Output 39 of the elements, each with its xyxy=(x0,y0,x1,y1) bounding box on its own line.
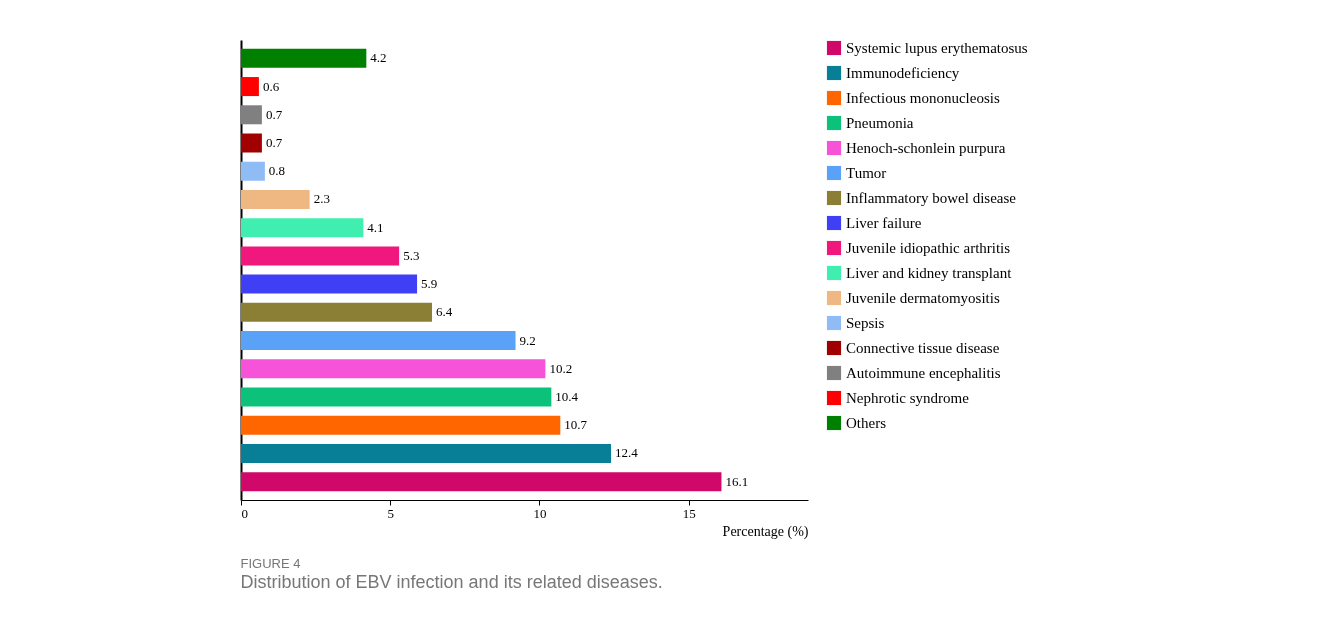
x-tick-label: 5 xyxy=(387,505,394,521)
data-label: 10.2 xyxy=(549,360,573,376)
legend-label: Connective tissue disease xyxy=(846,340,1000,356)
text: Distribution of EBV infection and its related diseases. xyxy=(240,572,663,592)
x-tick-label: 15 xyxy=(682,505,696,521)
legend-label: Others xyxy=(846,415,887,431)
data-label: 0.7 xyxy=(265,135,283,151)
data-label: 5.9 xyxy=(421,276,438,292)
legend-label: Henoch-schonlein purpura xyxy=(846,140,1006,156)
data-label: 6.4 xyxy=(435,304,453,320)
data-label: 9.2 xyxy=(519,332,536,348)
data-label: 2.3 xyxy=(313,191,330,207)
x-axis-title: Percentage (%) xyxy=(722,523,809,540)
legend-label: Juvenile idiopathic arthritis xyxy=(846,240,1011,256)
legend-label: Sepsis xyxy=(846,315,885,331)
legend-label: Immunodeficiency xyxy=(846,65,960,81)
x-tick-label: 10 xyxy=(533,505,547,521)
legend-label: Systemic lupus erythematosus xyxy=(846,40,1028,56)
data-label: 0.8 xyxy=(268,163,286,179)
legend-label: Autoimmune encephalitis xyxy=(846,365,1001,381)
data-label: 0.7 xyxy=(265,106,283,122)
data-label: 12.4 xyxy=(615,445,639,461)
data-label: 10.4 xyxy=(555,388,579,404)
legend-label: Juvenile dermatomyositis xyxy=(846,290,1000,306)
data-label: 4.1 xyxy=(367,219,384,235)
data-label: 10.7 xyxy=(564,417,588,433)
legend-label: Tumor xyxy=(846,165,887,181)
data-label: 0.6 xyxy=(262,78,280,94)
legend-label: Inflammatory bowel disease xyxy=(846,190,1017,206)
legend-label: Liver failure xyxy=(846,215,922,231)
data-label: 16.1 xyxy=(725,473,749,489)
data-label: 4.2 xyxy=(370,50,387,66)
legend-label: Nephrotic syndrome xyxy=(846,390,970,406)
caption: FIGURE 4 xyxy=(240,556,301,571)
legend-label: Liver and kidney transplant xyxy=(846,265,1013,281)
legend-label: Pneumonia xyxy=(846,115,914,131)
legend-label: Infectious mononucleosis xyxy=(846,90,1000,106)
data-label: 5.3 xyxy=(403,247,420,263)
x-tick-label: 0 xyxy=(241,505,248,521)
